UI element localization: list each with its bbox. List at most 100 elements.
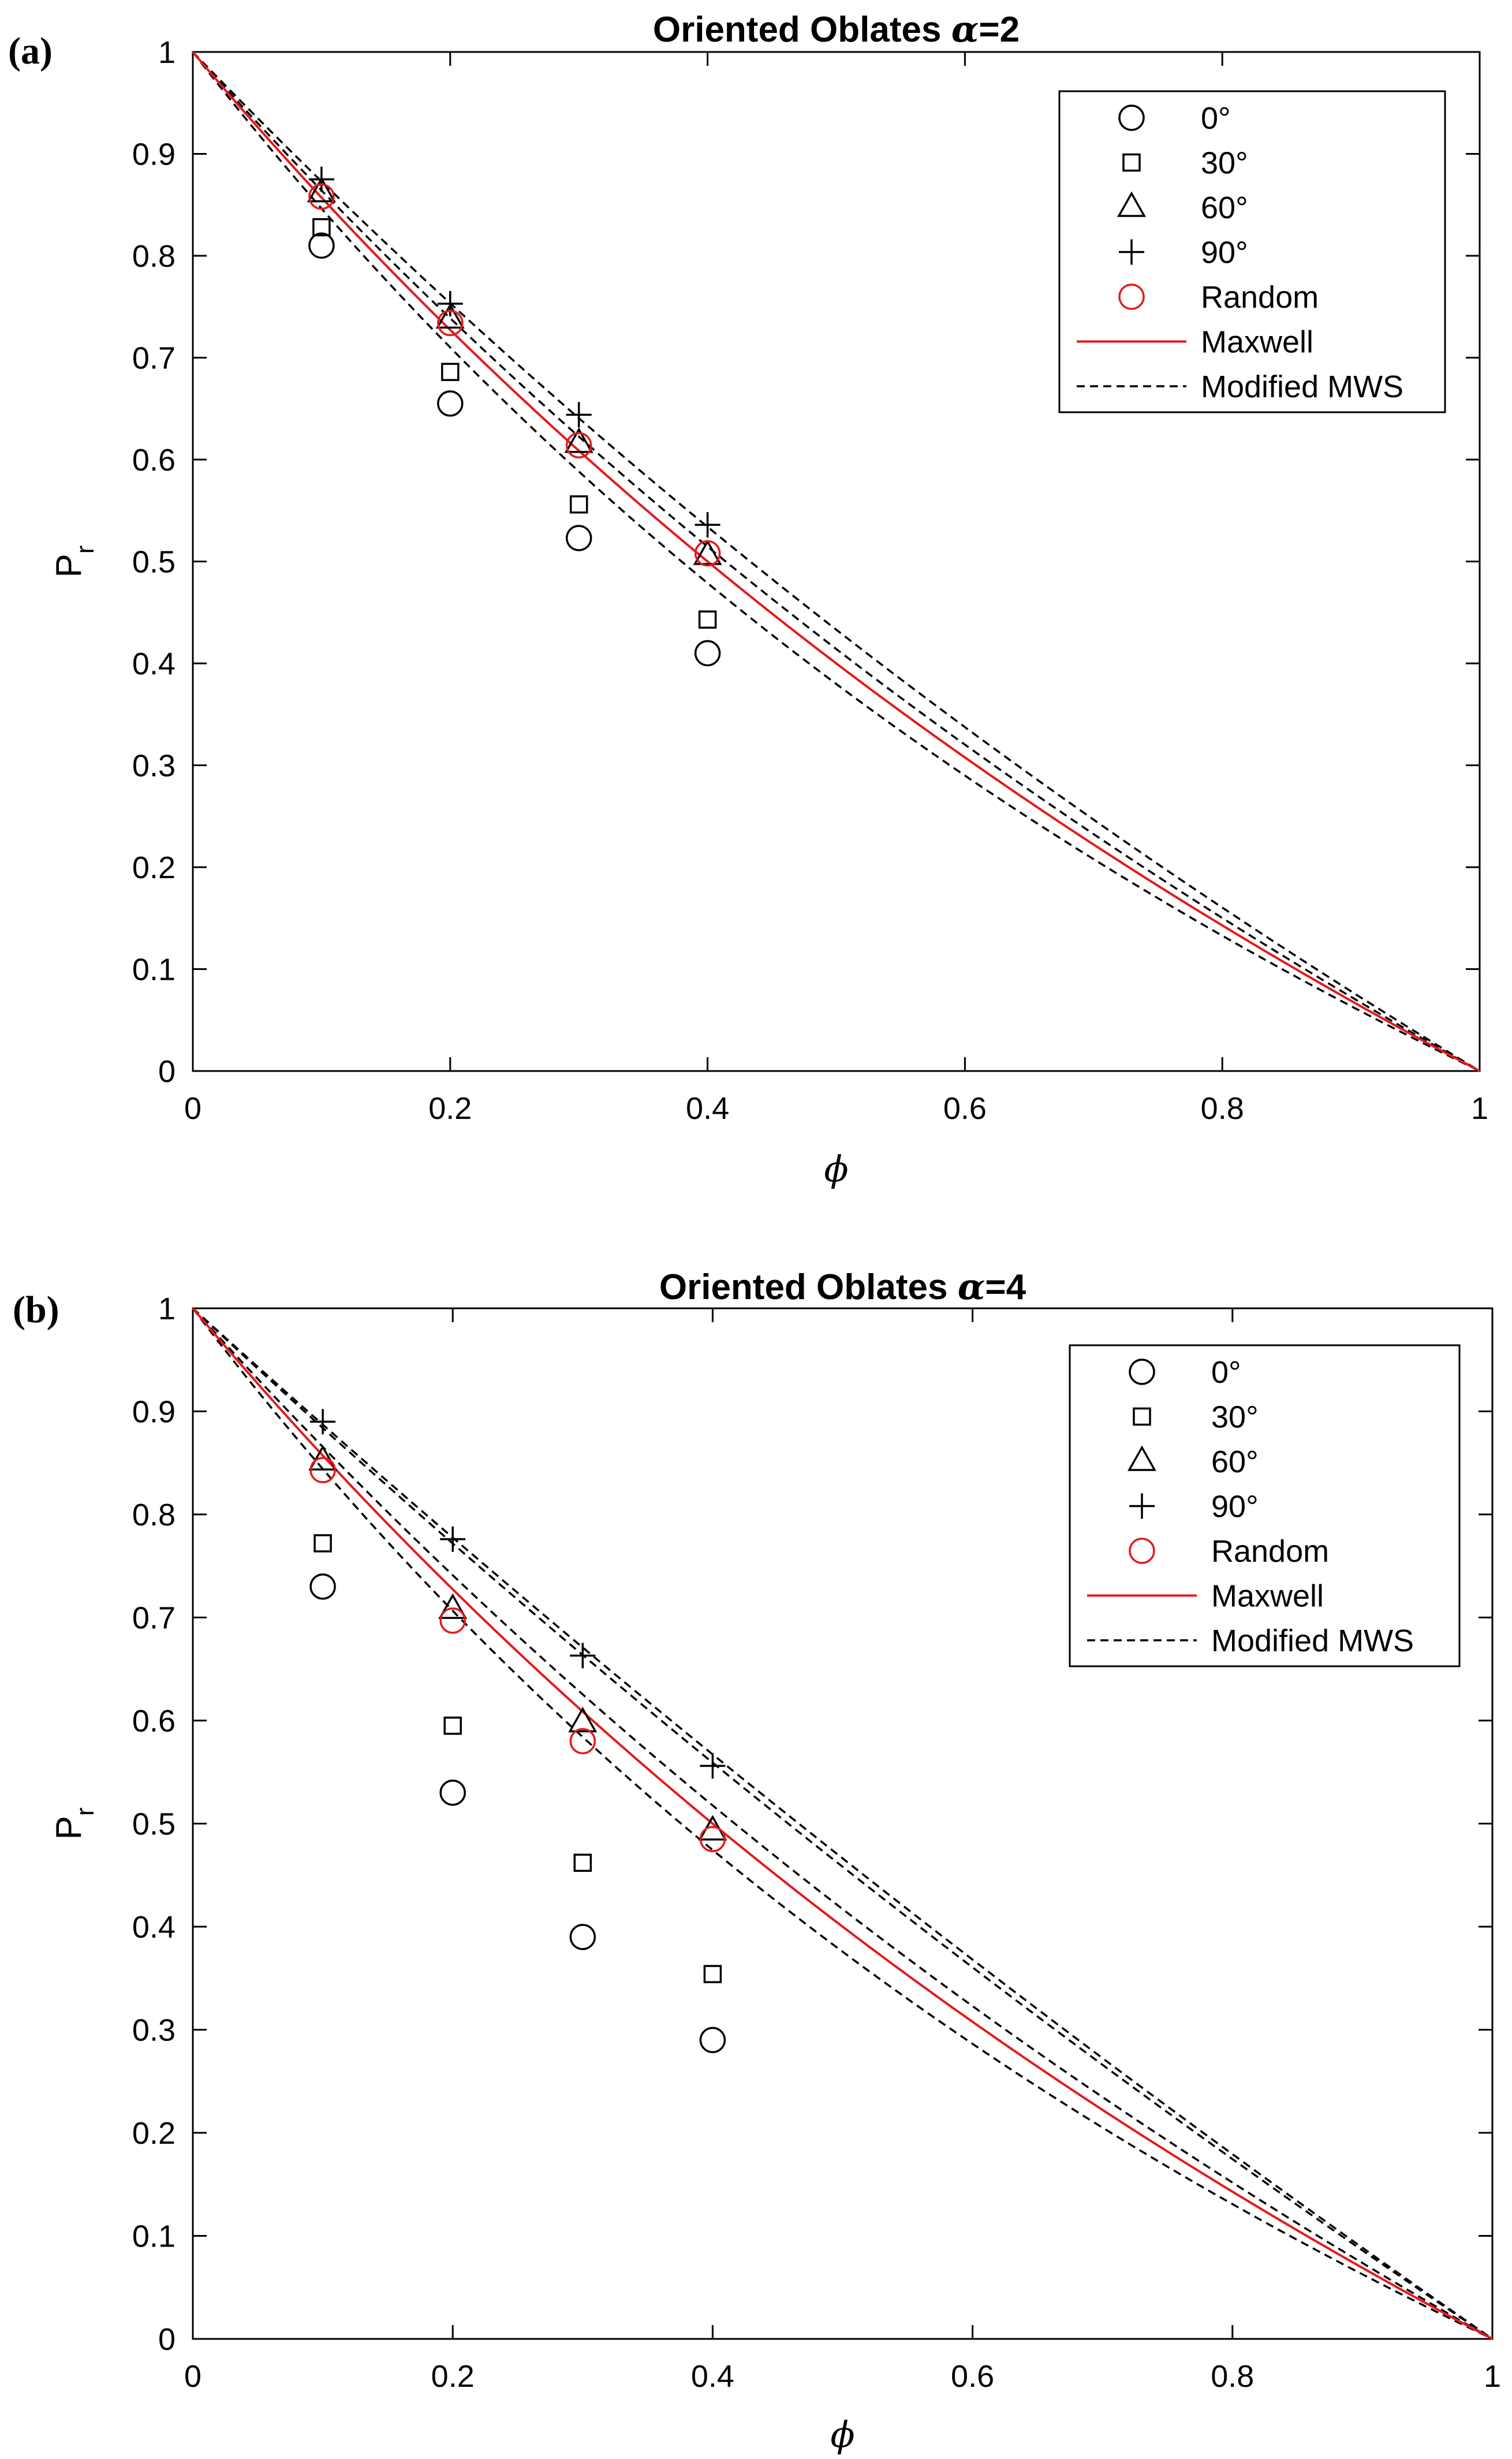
legend-label: 90°: [1211, 1490, 1259, 1524]
x-axis-label: ϕ: [824, 1148, 848, 1190]
x-tick-label: 0.8: [1211, 2359, 1254, 2394]
modified-mws-curve: [192, 1307, 1493, 2340]
y-tick-label: 0.8: [132, 1498, 176, 1532]
data-point-triangle: [568, 1707, 598, 1733]
y-tick-label: 0.1: [132, 2219, 176, 2254]
y-tick-label: 0.9: [132, 1395, 176, 1430]
chart-panel-a: 0 0.2 0.4 0.6 0.8 1 0 0.1 0.2 0.3 0.4 0.5 0.6 0.7 0.8 0…: [8, 8, 1488, 1190]
maxwell-curve: [192, 1307, 1493, 2340]
y-tick-label: 0.3: [132, 749, 176, 783]
data-point-triangle: [564, 427, 593, 453]
legend-marker-circle: [1129, 1538, 1155, 1564]
y-tick-label: 0.4: [132, 1910, 176, 1945]
y-tick-label: 0.6: [132, 1704, 176, 1738]
legend-marker-triangle: [1128, 1445, 1156, 1471]
data-point-plus: [437, 290, 463, 316]
data-point-square: [441, 363, 460, 381]
chart-title-prefix: Oriented Oblates: [653, 10, 951, 50]
data-point-plus: [570, 1643, 596, 1669]
x-tick-label: 0.6: [951, 2359, 994, 2394]
data-point-circle: [437, 309, 464, 337]
data-point-triangle: [438, 1593, 468, 1619]
x-tick-label: 0.2: [431, 2359, 475, 2394]
data-point-triangle: [308, 1445, 338, 1471]
data-point-circle: [569, 1924, 596, 1950]
data-point-triangle: [435, 303, 465, 329]
data-point-square: [698, 610, 717, 629]
legend-label: 0°: [1211, 1355, 1241, 1390]
chart-title: Oriented Oblates α=2: [653, 8, 1020, 50]
legend-marker-circle: [1118, 283, 1145, 310]
data-point-plus: [310, 1409, 336, 1435]
legend-label: 60°: [1201, 191, 1248, 225]
legend-marker-circle: [1118, 105, 1145, 131]
y-axis-label: Pr: [49, 545, 99, 577]
legend-marker-plus: [1119, 239, 1144, 265]
y-tick-label: 0.7: [132, 341, 176, 376]
legend-label: Random: [1201, 280, 1319, 315]
chart-title-suffix: =4: [985, 1267, 1026, 1307]
legend: 0° 30° 60° 90° Random Maxwell Modified MWS: [1069, 1344, 1461, 1667]
legend-label: 90°: [1201, 236, 1248, 270]
legend-label: Random: [1211, 1534, 1329, 1569]
legend: 0° 30° 60° 90° Random Maxwell Modified MWS: [1058, 90, 1446, 413]
modified-mws-curve: [192, 1307, 1493, 2340]
y-tick-label: 0.5: [132, 1807, 176, 1842]
y-tick-label: 0: [158, 1054, 176, 1089]
legend-label: 30°: [1201, 146, 1248, 181]
y-tick-label: 0.4: [132, 647, 176, 681]
legend-label: 0°: [1201, 101, 1231, 136]
data-point-circle: [569, 1727, 596, 1755]
data-point-circle: [439, 1607, 466, 1634]
data-point-circle: [699, 2027, 726, 2054]
x-tick-label: 0: [184, 1091, 201, 1126]
x-tick-label: 0.6: [943, 1091, 987, 1126]
data-point-circle: [565, 525, 592, 551]
y-tick-label: 1: [158, 1292, 176, 1326]
y-tick-label: 0: [158, 2322, 176, 2357]
data-point-circle: [694, 640, 721, 667]
data-point-circle: [694, 540, 721, 567]
data-point-circle: [565, 432, 592, 459]
legend-marker-square: [1122, 153, 1141, 172]
legend-label: 60°: [1211, 1445, 1259, 1479]
legend-marker-circle: [1129, 1359, 1155, 1385]
chart-title-symbol: α: [958, 1266, 985, 1308]
chart-title: Oriented Oblates α=4: [659, 1266, 1026, 1308]
legend-label: Maxwell: [1201, 325, 1313, 360]
x-tick-label: 0: [184, 2359, 201, 2394]
data-point-circle: [308, 232, 335, 259]
y-tick-label: 1: [158, 35, 176, 70]
data-point-square: [569, 495, 588, 514]
legend-label: 30°: [1211, 1400, 1259, 1435]
y-tick-label: 0.5: [132, 545, 176, 580]
modified-mws-curve: [192, 51, 1480, 1072]
y-tick-label: 0.8: [132, 239, 176, 274]
data-point-square: [313, 1534, 332, 1553]
data-point-triangle: [693, 539, 722, 565]
data-point-plus: [308, 166, 334, 192]
maxwell-curve: [192, 51, 1480, 1072]
data-point-plus: [566, 402, 592, 428]
data-point-plus: [440, 1526, 466, 1552]
legend-box: [1069, 1344, 1461, 1667]
data-point-circle: [437, 390, 464, 417]
data-point-circle: [308, 183, 335, 210]
x-tick-label: 0.8: [1201, 1091, 1244, 1126]
data-point-square: [573, 1853, 592, 1872]
legend-label: Modified MWS: [1211, 1624, 1414, 1658]
legend-marker-square: [1133, 1407, 1151, 1426]
x-axis-label: ϕ: [830, 2413, 854, 2456]
x-tick-label: 0.4: [691, 2359, 734, 2394]
x-tick-label: 1: [1484, 2359, 1501, 2394]
y-axis-label-main: P: [49, 1816, 89, 1839]
chart-title-prefix: Oriented Oblates: [659, 1267, 958, 1307]
y-tick-label: 0.3: [132, 2013, 176, 2048]
y-tick-label: 0.9: [132, 137, 176, 172]
y-axis-label-main: P: [49, 554, 89, 577]
data-point-circle: [309, 1457, 336, 1483]
x-tick-label: 0.4: [686, 1091, 729, 1126]
legend-box: [1058, 90, 1446, 413]
panel-label: (a): [8, 30, 53, 72]
